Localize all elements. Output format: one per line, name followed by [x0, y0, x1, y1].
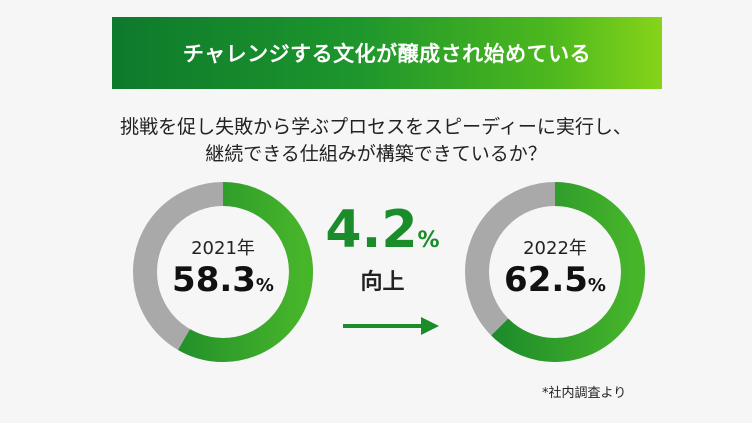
year-label-2021: 2021年: [191, 238, 255, 259]
value-number-2021: 58.3: [172, 260, 256, 300]
arrow-head: [421, 317, 439, 335]
value-unit-2021: %: [255, 275, 274, 296]
question-line-2: 継続できる仕組みが構築できているか？: [205, 143, 547, 165]
donut-value-arc: [133, 182, 313, 362]
donut-svg-2021: [133, 182, 313, 362]
change-unit: %: [417, 228, 440, 253]
donut-svg-2022: [465, 182, 645, 362]
right-arrow-icon: [343, 317, 439, 335]
value-number-2022: 62.5: [504, 260, 588, 300]
change-number: 4.2: [325, 200, 418, 260]
change-value: 4.2%: [315, 200, 450, 260]
value-label-2022: 62.5%: [463, 260, 647, 300]
donut-value-arc: [465, 182, 645, 362]
donut-chart-2022: 2022年 62.5%: [463, 180, 647, 364]
year-label-2022: 2022年: [523, 238, 587, 259]
banner-title: チャレンジする文化が醸成され始めている: [182, 42, 592, 66]
change-label: 向上: [360, 270, 405, 295]
donut-chart-2021: 2021年 58.3%: [131, 180, 315, 364]
title-banner: チャレンジする文化が醸成され始めている: [112, 17, 662, 89]
footnote: *社内調査より: [542, 386, 627, 401]
value-unit-2022: %: [587, 275, 606, 296]
question-line-1: 挑戦を促し失敗から学ぶプロセスをスピーディーに実行し、: [120, 116, 632, 138]
value-label-2021: 58.3%: [131, 260, 315, 300]
